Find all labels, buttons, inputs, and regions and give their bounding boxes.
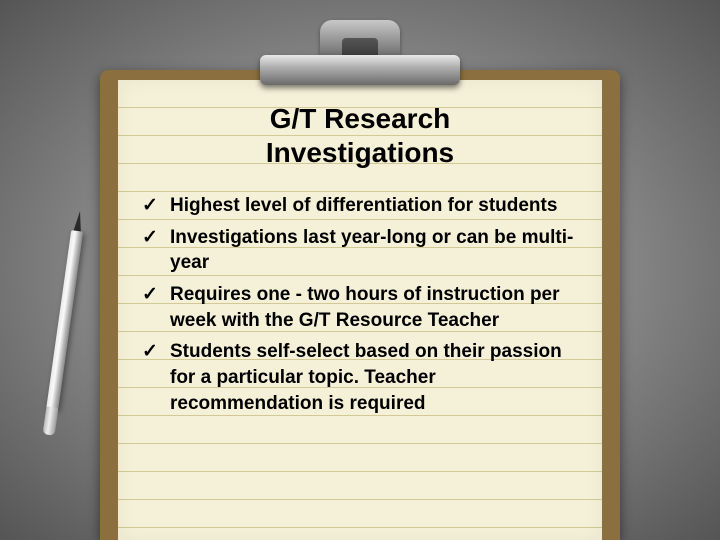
bullet-text: Students self-select based on their pass…	[170, 341, 562, 413]
title-line-1: G/T Research	[270, 103, 451, 134]
slide-content: G/T Research Investigations ✓ Highest le…	[118, 92, 602, 422]
slide-title: G/T Research Investigations	[138, 102, 582, 169]
list-item: ✓ Students self-select based on their pa…	[142, 339, 582, 416]
list-item: ✓ Requires one - two hours of instructio…	[142, 282, 582, 333]
clipboard: G/T Research Investigations ✓ Highest le…	[100, 20, 620, 540]
list-item: ✓ Highest level of differentiation for s…	[142, 193, 582, 219]
list-item: ✓ Investigations last year-long or can b…	[142, 225, 582, 276]
checkmark-icon: ✓	[142, 339, 158, 365]
bullet-text: Requires one - two hours of instruction …	[170, 284, 560, 331]
checkmark-icon: ✓	[142, 225, 158, 251]
title-line-2: Investigations	[266, 137, 454, 168]
bullet-text: Investigations last year-long or can be …	[170, 227, 573, 274]
bullet-text: Highest level of differentiation for stu…	[170, 195, 557, 216]
checkmark-icon: ✓	[142, 282, 158, 308]
clipboard-clip	[260, 20, 460, 90]
checkmark-icon: ✓	[142, 193, 158, 219]
pen-graphic	[42, 210, 86, 439]
bullet-list: ✓ Highest level of differentiation for s…	[138, 193, 582, 416]
